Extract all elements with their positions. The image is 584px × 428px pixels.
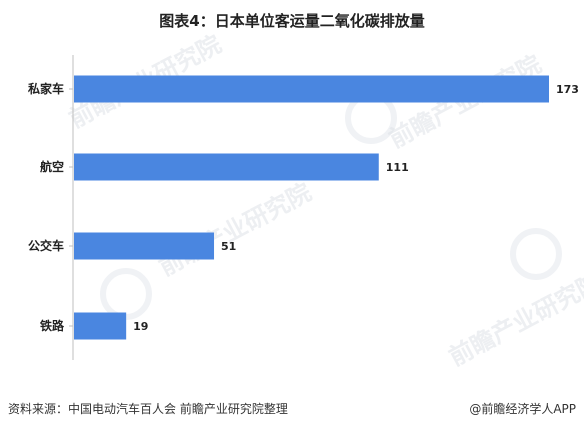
brand-note: @前瞻经济学人APP	[469, 402, 576, 416]
category-label: 航空	[40, 159, 64, 174]
bar-1	[74, 153, 379, 181]
bars-group: 私家车 173 航空 111 公交车 51 铁路 19	[27, 75, 579, 340]
watermark-logo-icon	[510, 228, 562, 280]
category-label: 公交车	[28, 238, 64, 253]
category-label: 私家车	[27, 81, 64, 96]
category-label: 铁路	[40, 318, 65, 333]
bar-0	[74, 75, 549, 103]
source-note: 资料来源：中国电动汽车百人会 前瞻产业研究院整理	[8, 402, 288, 416]
bar-3	[74, 312, 127, 340]
chart-title: 图表4：日本单位客运量二氧化碳排放量	[159, 12, 425, 30]
value-label: 51	[221, 240, 236, 253]
value-label: 111	[386, 161, 409, 174]
value-label: 173	[556, 83, 579, 96]
bar-2	[74, 232, 215, 260]
value-label: 19	[133, 320, 148, 333]
